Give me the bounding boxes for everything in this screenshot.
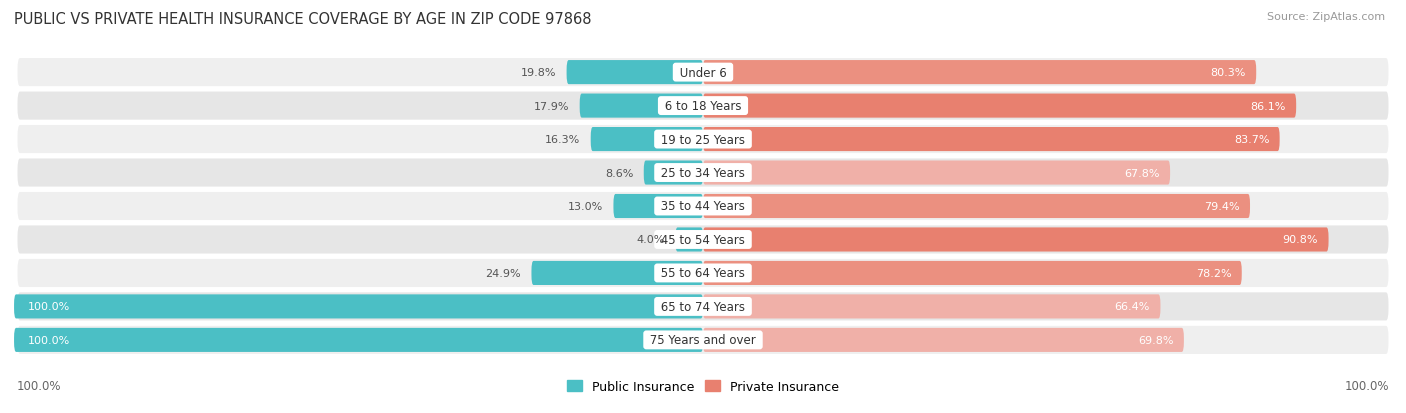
Text: 24.9%: 24.9% <box>485 268 522 278</box>
FancyBboxPatch shape <box>17 293 1389 321</box>
Text: 17.9%: 17.9% <box>534 101 569 112</box>
FancyBboxPatch shape <box>703 128 1279 152</box>
FancyBboxPatch shape <box>17 326 1389 354</box>
FancyBboxPatch shape <box>14 328 703 352</box>
Text: 86.1%: 86.1% <box>1250 101 1286 112</box>
Text: 19 to 25 Years: 19 to 25 Years <box>657 133 749 146</box>
Text: 45 to 54 Years: 45 to 54 Years <box>657 233 749 247</box>
Text: 19.8%: 19.8% <box>520 68 557 78</box>
FancyBboxPatch shape <box>17 92 1389 120</box>
FancyBboxPatch shape <box>675 228 703 252</box>
FancyBboxPatch shape <box>703 94 1296 119</box>
FancyBboxPatch shape <box>17 126 1389 154</box>
Text: 100.0%: 100.0% <box>28 335 70 345</box>
Text: 69.8%: 69.8% <box>1137 335 1174 345</box>
Text: 100.0%: 100.0% <box>1344 380 1389 392</box>
FancyBboxPatch shape <box>703 228 1329 252</box>
FancyBboxPatch shape <box>703 261 1241 285</box>
FancyBboxPatch shape <box>17 192 1389 221</box>
FancyBboxPatch shape <box>17 226 1389 254</box>
Text: 79.4%: 79.4% <box>1204 202 1240 211</box>
Text: 35 to 44 Years: 35 to 44 Years <box>657 200 749 213</box>
Text: 78.2%: 78.2% <box>1195 268 1232 278</box>
Text: 55 to 64 Years: 55 to 64 Years <box>657 267 749 280</box>
Text: 67.8%: 67.8% <box>1125 168 1160 178</box>
Text: 75 Years and over: 75 Years and over <box>647 334 759 347</box>
Text: 16.3%: 16.3% <box>546 135 581 145</box>
Text: 80.3%: 80.3% <box>1211 68 1246 78</box>
FancyBboxPatch shape <box>703 294 1160 319</box>
FancyBboxPatch shape <box>14 294 703 319</box>
FancyBboxPatch shape <box>17 159 1389 187</box>
Text: 90.8%: 90.8% <box>1282 235 1319 245</box>
Text: 13.0%: 13.0% <box>568 202 603 211</box>
FancyBboxPatch shape <box>579 94 703 119</box>
FancyBboxPatch shape <box>531 261 703 285</box>
Text: 4.0%: 4.0% <box>637 235 665 245</box>
Text: PUBLIC VS PRIVATE HEALTH INSURANCE COVERAGE BY AGE IN ZIP CODE 97868: PUBLIC VS PRIVATE HEALTH INSURANCE COVER… <box>14 12 592 27</box>
Text: 25 to 34 Years: 25 to 34 Years <box>657 166 749 180</box>
FancyBboxPatch shape <box>613 195 703 218</box>
Text: Under 6: Under 6 <box>676 66 730 79</box>
FancyBboxPatch shape <box>644 161 703 185</box>
Text: 100.0%: 100.0% <box>28 301 70 312</box>
Text: Source: ZipAtlas.com: Source: ZipAtlas.com <box>1267 12 1385 22</box>
FancyBboxPatch shape <box>703 328 1184 352</box>
Text: 83.7%: 83.7% <box>1234 135 1270 145</box>
Text: 6 to 18 Years: 6 to 18 Years <box>661 100 745 113</box>
Text: 65 to 74 Years: 65 to 74 Years <box>657 300 749 313</box>
FancyBboxPatch shape <box>17 59 1389 87</box>
FancyBboxPatch shape <box>591 128 703 152</box>
Legend: Public Insurance, Private Insurance: Public Insurance, Private Insurance <box>562 375 844 398</box>
Text: 100.0%: 100.0% <box>17 380 62 392</box>
FancyBboxPatch shape <box>17 259 1389 287</box>
Text: 8.6%: 8.6% <box>605 168 634 178</box>
FancyBboxPatch shape <box>703 195 1250 218</box>
FancyBboxPatch shape <box>567 61 703 85</box>
FancyBboxPatch shape <box>703 61 1256 85</box>
FancyBboxPatch shape <box>703 161 1170 185</box>
Text: 66.4%: 66.4% <box>1115 301 1150 312</box>
